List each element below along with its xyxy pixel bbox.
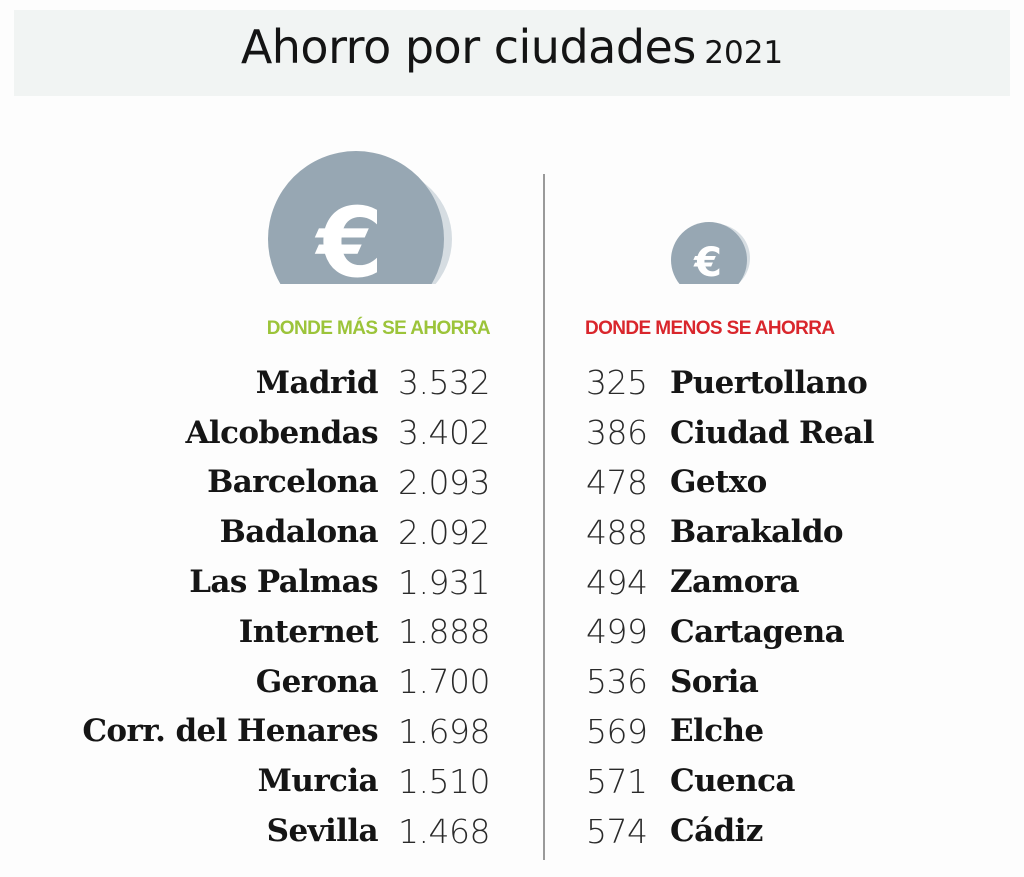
savings-value: 571 [586, 761, 648, 801]
savings-value: 1.510 [398, 761, 490, 801]
column-divider [543, 174, 545, 860]
table-row: 386 Ciudad Real [586, 408, 875, 458]
savings-value: 1.931 [398, 562, 490, 602]
city-name: Ciudad Real [670, 414, 875, 451]
city-name: Soria [670, 663, 759, 700]
svg-text:€: € [693, 240, 722, 286]
table-row: Gerona 1.700 [82, 657, 491, 707]
table-row: Internet 1.888 [82, 607, 491, 657]
table-row: Murcia 1.510 [82, 756, 491, 806]
city-name: Cartagena [670, 613, 845, 650]
city-name: Badalona [219, 514, 379, 551]
savings-value: 1.698 [398, 711, 490, 751]
table-row: 478 Getxo [586, 458, 874, 508]
table-row: Sevilla 1.468 [82, 806, 491, 856]
small-euro-coin-icon: € [671, 222, 750, 286]
most-savings-heading: DONDE MÁS SE AHORRA [266, 318, 491, 339]
most-savings-list: Madrid 3.532 Alcobendas 3.402 Barcelona 2.0… [82, 358, 490, 856]
city-name: Sevilla [266, 813, 379, 850]
city-name: Getxo [670, 464, 767, 501]
table-row: 536 Soria [586, 657, 874, 707]
table-row: Barcelona 2.093 [82, 458, 490, 508]
table-row: Madrid 3.532 [82, 358, 491, 408]
table-row: 574 Cádiz [586, 806, 874, 856]
savings-value: 494 [586, 562, 648, 602]
savings-value: 536 [586, 662, 648, 702]
city-name: Alcobendas [185, 414, 378, 451]
savings-value: 3.532 [398, 363, 490, 403]
city-name: Cádiz [670, 813, 763, 850]
title-text: Ahorro por ciudades [240, 20, 697, 74]
city-name: Las Palmas [189, 564, 378, 601]
table-row: 499 Cartagena [586, 607, 874, 657]
city-name: Internet [238, 613, 379, 650]
savings-value: 325 [586, 363, 648, 403]
city-name: Corr. del Henares [82, 713, 378, 750]
savings-value: 1.700 [398, 662, 490, 702]
table-row: Alcobendas 3.402 [82, 408, 490, 458]
table-row: 571 Cuenca [586, 756, 874, 806]
city-name: Barcelona [207, 464, 379, 501]
table-row: 494 Zamora [586, 557, 874, 607]
city-name: Puertollano [670, 364, 868, 401]
table-row: 325 Puertollano [586, 358, 874, 408]
table-row: 488 Barakaldo [586, 507, 874, 557]
savings-value: 499 [586, 612, 648, 652]
savings-value: 574 [586, 811, 648, 851]
large-euro-coin-icon: € [268, 151, 452, 299]
least-savings-heading: DONDE MENOS SE AHORRA [585, 318, 835, 339]
savings-value: 488 [586, 512, 648, 552]
city-name: Madrid [255, 364, 379, 401]
title-band [14, 10, 1010, 96]
city-name: Elche [670, 713, 764, 750]
table-row: 569 Elche [586, 707, 874, 757]
savings-value: 478 [586, 462, 648, 502]
city-name: Cuenca [670, 763, 795, 800]
savings-value: 569 [586, 711, 648, 751]
table-row: Badalona 2.092 [82, 507, 491, 557]
city-name: Gerona [255, 663, 379, 700]
city-name: Barakaldo [670, 514, 844, 551]
savings-value: 2.092 [398, 512, 490, 552]
savings-value: 3.402 [398, 413, 490, 453]
savings-value: 1.888 [398, 612, 490, 652]
table-row: Corr. del Henares 1.698 [82, 707, 490, 757]
chart-title: Ahorro por ciudades 2021 [0, 20, 1024, 74]
savings-value: 2.093 [398, 462, 490, 502]
savings-value: 1.468 [398, 811, 490, 851]
svg-text:€: € [315, 187, 384, 299]
city-name: Murcia [257, 763, 379, 800]
savings-value: 386 [586, 413, 648, 453]
title-year: 2021 [704, 35, 784, 71]
least-savings-list: 325 Puertollano 386 Ciudad Real 478 Getxo 4… [586, 358, 875, 856]
city-name: Zamora [670, 564, 800, 601]
table-row: Las Palmas 1.931 [82, 557, 490, 607]
